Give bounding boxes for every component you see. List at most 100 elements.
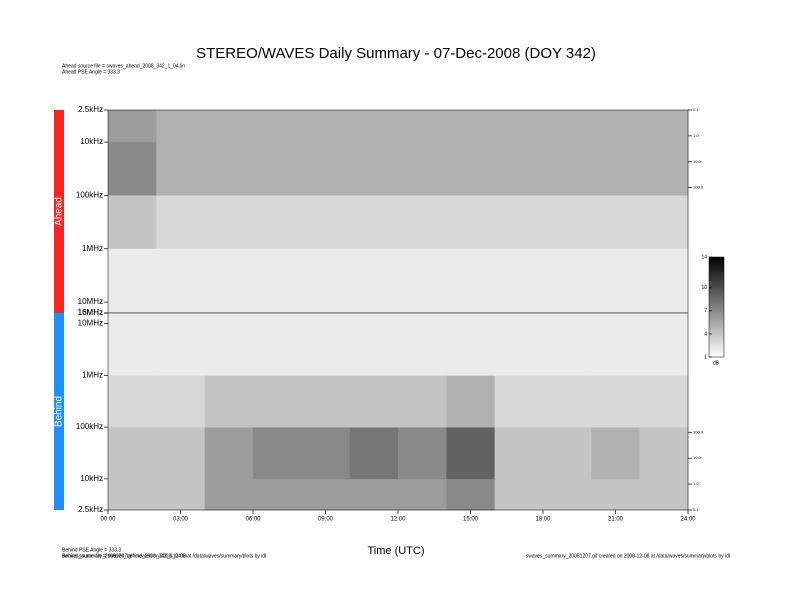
y-tick-label: 1MHz xyxy=(82,370,103,379)
spectrogram-cell xyxy=(108,323,157,376)
spectrogram-cell xyxy=(543,195,592,250)
spectrogram-cell xyxy=(591,248,640,303)
spectrogram-cell xyxy=(349,142,399,196)
spectrogram-cell xyxy=(301,302,350,314)
spectrogram-cell xyxy=(204,478,254,511)
spectrogram-cell xyxy=(543,110,592,143)
y-tick-label: 2.5kHz xyxy=(78,505,103,514)
spacecraft-label: Ahead xyxy=(54,197,65,226)
spectrogram-cell xyxy=(591,302,640,314)
spectrogram-cell xyxy=(398,427,447,480)
spectrogram-cell xyxy=(156,313,205,324)
spacecraft-bar xyxy=(54,110,64,313)
y-tick-label: 10MHz xyxy=(78,297,103,306)
x-tick-label: 18:00 xyxy=(535,517,551,523)
spectrogram-cell xyxy=(301,313,350,324)
colorbar-tick-label: 14 xyxy=(701,254,707,260)
spectrogram-cell xyxy=(204,427,254,480)
spectrogram-cell xyxy=(639,110,689,143)
spectrogram-cell xyxy=(494,375,544,428)
footer-line: swaves_summary_20081207.gif created on 2… xyxy=(62,553,266,559)
y2-tick-label: 1.0 xyxy=(693,133,699,138)
spectrogram-cell xyxy=(253,478,302,511)
spectrogram-cell xyxy=(204,195,254,250)
spectrogram-cell xyxy=(446,313,495,324)
spectrogram-cell xyxy=(494,302,544,314)
spectrogram-cell xyxy=(494,313,544,324)
spectrogram-cell xyxy=(398,302,447,314)
spectrogram-cell xyxy=(398,375,447,428)
spectrogram-cell xyxy=(253,313,302,324)
spectrogram-cell xyxy=(253,375,302,428)
spectrogram-cell xyxy=(349,110,399,143)
y2-tick-label: 0.1 xyxy=(693,107,699,112)
spectrogram-cell xyxy=(108,375,157,428)
spectrogram-cell xyxy=(639,323,689,376)
spectrogram-cell xyxy=(446,195,495,250)
spectrogram-cell xyxy=(108,427,157,480)
spectrogram-cell xyxy=(349,478,399,511)
x-axis-label: Time (UTC) xyxy=(367,545,424,557)
spectrogram-cell xyxy=(108,142,157,196)
spectrogram-cell xyxy=(204,375,254,428)
spectrogram-cell xyxy=(156,195,205,250)
spectrogram-cell xyxy=(108,195,157,250)
spectrogram-cell xyxy=(156,375,205,428)
spectrogram-cell xyxy=(543,427,592,480)
spectrogram-cell xyxy=(301,142,350,196)
spectrogram-cell xyxy=(156,110,205,143)
spectrogram-cell xyxy=(639,427,689,480)
spectrogram-cell xyxy=(349,313,399,324)
spectrogram-cell xyxy=(253,302,302,314)
colorbar-tick-label: 7 xyxy=(704,308,707,314)
colorbar-label: dB xyxy=(713,360,720,366)
spectrogram-cell xyxy=(204,142,254,196)
colorbar-tick-label: 1 xyxy=(704,354,707,360)
spectrogram-cell xyxy=(446,110,495,143)
spectrogram-cell xyxy=(349,195,399,250)
spectrogram-cell xyxy=(349,375,399,428)
x-tick-label: 12:00 xyxy=(390,517,406,523)
spectrogram-cell xyxy=(591,142,640,196)
spectrogram-cell xyxy=(591,110,640,143)
spectrogram-cell xyxy=(639,142,689,196)
colorbar-tick-label: 10 xyxy=(701,285,707,291)
y-tick-label: 100kHz xyxy=(76,191,103,200)
spacecraft-bar xyxy=(54,313,64,510)
y-tick-label: 1MHz xyxy=(82,244,103,253)
spectrogram-cell xyxy=(204,248,254,303)
spectrogram-cell xyxy=(639,302,689,314)
spectrogram-cell xyxy=(108,478,157,511)
spectrogram-cell xyxy=(639,248,689,303)
y-tick-label: 16MHz xyxy=(78,308,103,317)
spectrogram-cell xyxy=(446,323,495,376)
spectrogram-cell xyxy=(398,313,447,324)
spectrogram-cell xyxy=(156,248,205,303)
spectrogram-cell xyxy=(446,302,495,314)
spectrogram-cell xyxy=(398,110,447,143)
spectrogram-cell xyxy=(639,195,689,250)
spectrogram-cell xyxy=(639,375,689,428)
spectrogram-cell xyxy=(591,313,640,324)
spectrogram-cell xyxy=(591,427,640,480)
y2-tick-label: 100.0 xyxy=(693,429,704,434)
spectrogram-cell xyxy=(253,248,302,303)
spectrogram-cell xyxy=(108,313,157,324)
y-tick-label: 2.5kHz xyxy=(78,105,103,114)
x-tick-label: 06:00 xyxy=(245,517,261,523)
spectrogram-cell xyxy=(494,110,544,143)
x-tick-label: 09:00 xyxy=(318,517,334,523)
spectrogram-cell xyxy=(398,195,447,250)
spectrogram-cell xyxy=(446,427,495,480)
spectrogram-cell xyxy=(349,427,399,480)
spectrogram-cell xyxy=(349,323,399,376)
spectrogram-cell xyxy=(494,478,544,511)
y-tick-label: 16MHz xyxy=(78,308,103,317)
spectrogram-cell xyxy=(204,110,254,143)
spectrogram-cell xyxy=(108,248,157,303)
footer-note: swaves_summary_20081207.gif created on 2… xyxy=(526,553,730,559)
footer-line: Behind source file = swaves_behind_2008_… xyxy=(62,553,187,559)
spectrogram-cell xyxy=(591,195,640,250)
colorbar-tick-label: 4 xyxy=(704,331,707,337)
spectrogram-cell xyxy=(156,323,205,376)
